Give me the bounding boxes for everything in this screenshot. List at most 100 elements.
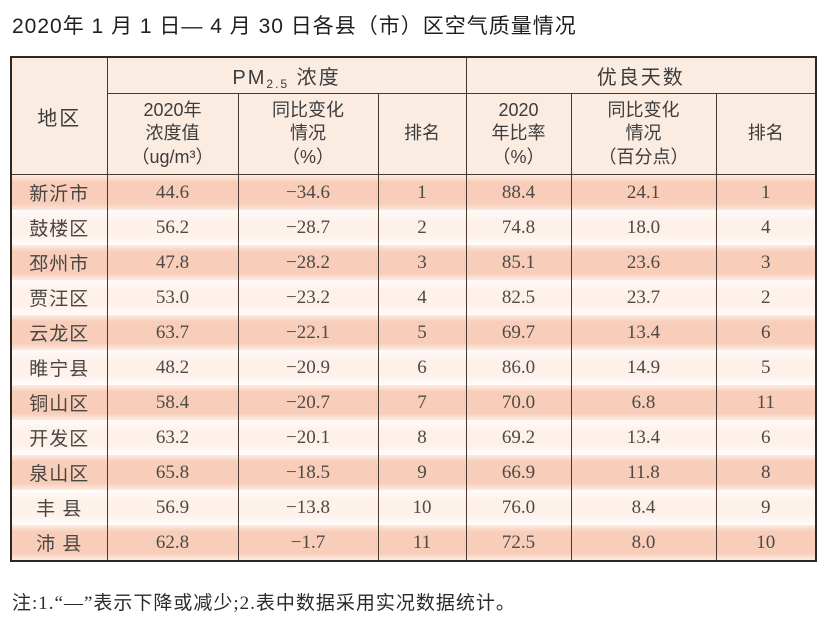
pm-change-cell: −20.1 — [237, 420, 379, 455]
region-cell: 铜山区 — [10, 385, 108, 420]
good-change-cell: 11.8 — [570, 455, 717, 490]
pm-rank-cell: 4 — [377, 280, 467, 315]
good-rank-cell: 10 — [715, 525, 817, 561]
good-ratio-cell: 86.0 — [465, 350, 572, 385]
pm-suffix-label: 浓度 — [289, 66, 341, 89]
table-row: 贾汪区 53.0 −23.2 4 82.5 23.7 2 — [10, 280, 817, 315]
good-rank-header: 排名 — [715, 93, 817, 175]
pm-value-cell: 65.8 — [106, 455, 239, 490]
good-change-cell: 23.6 — [570, 245, 717, 280]
region-cell: 睢宁县 — [10, 350, 108, 385]
sub-header-row: 2020年 浓度值 （ug/m³） 同比变化 情况 （%） 排名 2020 年比… — [11, 93, 817, 175]
good-change-cell: 18.0 — [570, 210, 717, 245]
page-title: 2020年 1 月 1 日— 4 月 30 日各县（市）区空气质量情况 — [12, 15, 577, 38]
good-rank-cell: 6 — [715, 315, 817, 350]
pm-change-cell: −23.2 — [237, 280, 379, 315]
pm-change-cell: −20.9 — [237, 350, 379, 385]
good-ratio-cell: 72.5 — [465, 525, 572, 561]
region-column-header: 地区 — [10, 57, 108, 175]
region-cell: 开发区 — [10, 420, 108, 455]
pm-rank-cell: 5 — [377, 315, 467, 350]
good-ratio-cell: 85.1 — [465, 245, 572, 280]
pm-label: PM — [232, 66, 267, 89]
good-ratio-cell: 82.5 — [465, 280, 572, 315]
pm-value-cell: 44.6 — [106, 174, 239, 210]
pm-value-cell: 47.8 — [106, 245, 239, 280]
table-row: 邳州市 47.8 −28.2 3 85.1 23.6 3 — [10, 245, 817, 280]
good-change-cell: 14.9 — [570, 350, 717, 385]
pm-change-cell: −18.5 — [237, 455, 379, 490]
pm-rank-cell: 11 — [377, 525, 467, 561]
pm-rank-cell: 8 — [377, 420, 467, 455]
good-rank-cell: 3 — [715, 245, 817, 280]
good-rank-cell: 5 — [715, 350, 817, 385]
good-ratio-cell: 69.7 — [465, 315, 572, 350]
region-cell: 新沂市 — [10, 174, 108, 210]
table-header: 地区 PM2.5 浓度 优良天数 2020年 浓度值 （ug/m³） 同比变化 … — [10, 57, 817, 175]
good-change-header: 同比变化 情况 （百分点） — [570, 93, 717, 175]
region-cell: 贾汪区 — [10, 280, 108, 315]
good-rank-cell: 9 — [715, 490, 817, 525]
region-cell: 云龙区 — [10, 315, 108, 350]
table-row: 开发区 63.2 −20.1 8 69.2 13.4 6 — [10, 420, 817, 455]
pm-value-cell: 56.2 — [106, 210, 239, 245]
good-ratio-cell: 70.0 — [465, 385, 572, 420]
pm-change-cell: −13.8 — [237, 490, 379, 525]
good-ratio-cell: 76.0 — [465, 490, 572, 525]
pm25-group-header: PM2.5 浓度 — [106, 57, 467, 94]
good-change-cell: 13.4 — [570, 315, 717, 350]
pm-value-cell: 62.8 — [106, 525, 239, 561]
pm-value-cell: 53.0 — [106, 280, 239, 315]
footnote: 注:1.“—”表示下降或减少;2.表中数据采用实况数据统计。 — [12, 593, 516, 614]
pm-rank-cell: 2 — [377, 210, 467, 245]
table-row: 丰 县 56.9 −13.8 10 76.0 8.4 9 — [10, 490, 817, 525]
pm-value-cell: 56.9 — [106, 490, 239, 525]
table-row: 泉山区 65.8 −18.5 9 66.9 11.8 8 — [10, 455, 817, 490]
region-cell: 鼓楼区 — [10, 210, 108, 245]
good-rank-cell: 1 — [715, 174, 817, 210]
good-ratio-cell: 74.8 — [465, 210, 572, 245]
pm-change-header: 同比变化 情况 （%） — [237, 93, 379, 175]
good-change-cell: 23.7 — [570, 280, 717, 315]
group-header-row: 地区 PM2.5 浓度 优良天数 — [10, 57, 817, 175]
good-change-cell: 13.4 — [570, 420, 717, 455]
table-body: 新沂市 44.6 −34.6 1 88.4 24.1 1 鼓楼区 56.2 −28.7 2 74.8 1… — [10, 174, 817, 561]
good-change-cell: 6.8 — [570, 385, 717, 420]
table-row: 铜山区 58.4 −20.7 7 70.0 6.8 11 — [10, 385, 817, 420]
region-cell: 邳州市 — [10, 245, 108, 280]
region-cell: 丰 县 — [10, 490, 108, 525]
good-ratio-header: 2020 年比率 （%） — [465, 93, 572, 175]
good-change-cell: 8.4 — [570, 490, 717, 525]
pm-value-cell: 48.2 — [106, 350, 239, 385]
good-ratio-cell: 69.2 — [465, 420, 572, 455]
good-rank-cell: 4 — [715, 210, 817, 245]
pm-rank-cell: 3 — [377, 245, 467, 280]
good-rank-cell: 11 — [715, 385, 817, 420]
pm-value-header: 2020年 浓度值 （ug/m³） — [106, 93, 239, 175]
pm-rank-cell: 1 — [377, 174, 467, 210]
good-ratio-cell: 66.9 — [465, 455, 572, 490]
pm-rank-cell: 6 — [377, 350, 467, 385]
table-row: 沛 县 62.8 −1.7 11 72.5 8.0 10 — [10, 525, 817, 561]
good-rank-cell: 8 — [715, 455, 817, 490]
table-row: 鼓楼区 56.2 −28.7 2 74.8 18.0 4 — [10, 210, 817, 245]
pm-change-cell: −28.7 — [237, 210, 379, 245]
good-rank-cell: 2 — [715, 280, 817, 315]
region-cell: 沛 县 — [10, 525, 108, 561]
table-row: 云龙区 63.7 −22.1 5 69.7 13.4 6 — [10, 315, 817, 350]
good-days-group-header: 优良天数 — [465, 57, 817, 94]
pm-change-cell: −1.7 — [237, 525, 379, 561]
pm-subscript: 2.5 — [266, 76, 290, 91]
region-cell: 泉山区 — [10, 455, 108, 490]
good-ratio-cell: 88.4 — [465, 174, 572, 210]
pm-value-cell: 58.4 — [106, 385, 239, 420]
pm-rank-cell: 9 — [377, 455, 467, 490]
pm-change-cell: −34.6 — [237, 174, 379, 210]
pm-rank-cell: 7 — [377, 385, 467, 420]
pm-value-cell: 63.7 — [106, 315, 239, 350]
good-change-cell: 8.0 — [570, 525, 717, 561]
table-row: 睢宁县 48.2 −20.9 6 86.0 14.9 5 — [10, 350, 817, 385]
air-quality-table: 地区 PM2.5 浓度 优良天数 2020年 浓度值 （ug/m³） 同比变化 … — [10, 56, 818, 562]
pm-change-cell: −20.7 — [237, 385, 379, 420]
